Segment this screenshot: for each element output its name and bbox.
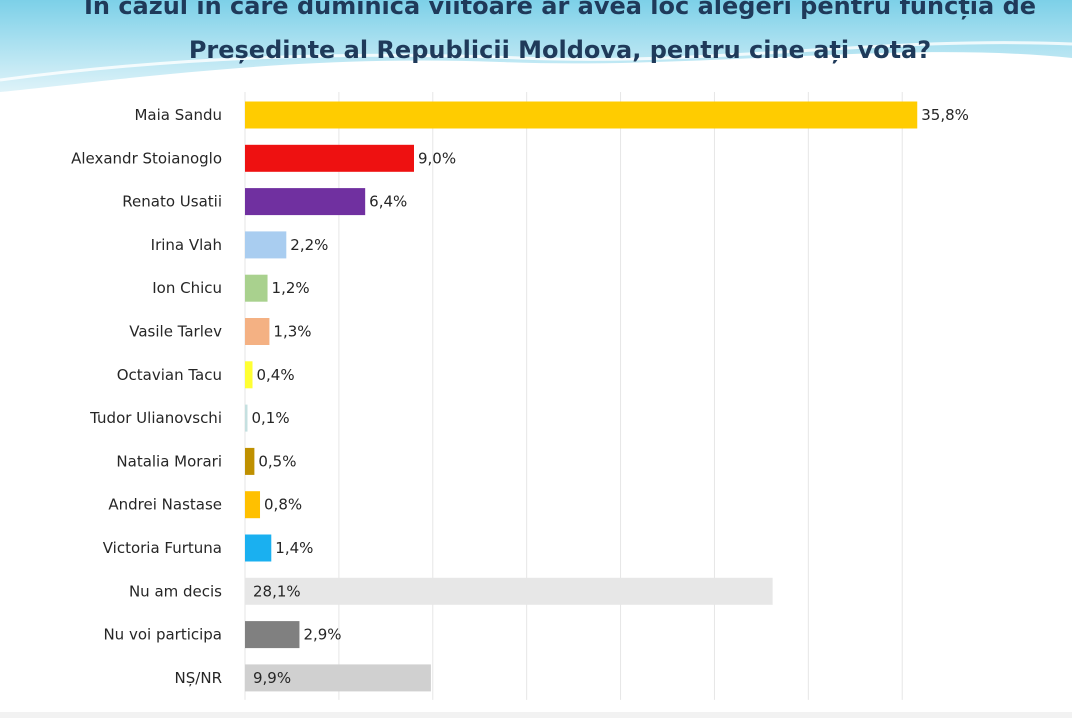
bar — [245, 577, 773, 605]
category-label: Irina Vlah — [151, 236, 222, 254]
category-labels: Maia Sandu Alexandr Stoianoglo Renato Usat… — [71, 106, 222, 687]
bar — [245, 534, 272, 562]
bar — [245, 361, 253, 389]
data-label: 1,2% — [272, 279, 310, 297]
data-label: 0,5% — [258, 452, 296, 470]
bars — [245, 101, 918, 692]
category-label: Natalia Morari — [116, 452, 222, 470]
footer-strip — [0, 712, 1072, 718]
data-label: 0,1% — [252, 409, 290, 427]
bar — [245, 491, 261, 519]
data-label: 9,0% — [418, 149, 456, 167]
bar — [245, 231, 287, 259]
data-label: 2,9% — [303, 626, 341, 644]
value-labels: 35,8% 9,0% 6,4% 2,2% 1,2% 1,3% 0,4% 0,1% 0,5% 0,8… — [252, 106, 969, 687]
bar — [245, 274, 268, 302]
bar — [245, 447, 255, 475]
category-label: Octavian Tacu — [117, 366, 222, 384]
chart-title-line-1: În cazul în care duminica viitoare ar av… — [83, 0, 1037, 20]
data-label: 0,8% — [264, 496, 302, 514]
data-label: 1,4% — [275, 539, 313, 557]
category-label: Nu am decis — [129, 582, 222, 600]
bar — [245, 101, 918, 129]
bar — [245, 404, 248, 432]
data-label: 1,3% — [273, 323, 311, 341]
data-label: 9,9% — [253, 669, 291, 687]
data-label: 0,4% — [257, 366, 295, 384]
header-wave-background — [0, 0, 1072, 92]
bar — [245, 664, 431, 692]
chart-title: În cazul în care duminica viitoare ar av… — [60, 0, 1060, 72]
data-label: 2,2% — [290, 236, 328, 254]
category-label: Andrei Nastase — [108, 496, 222, 514]
bar — [245, 621, 300, 649]
data-label: 6,4% — [369, 193, 407, 211]
bar — [245, 144, 414, 172]
category-label: Maia Sandu — [134, 106, 222, 124]
category-label: Victoria Furtuna — [103, 539, 222, 557]
category-label: Vasile Tarlev — [129, 323, 222, 341]
bar — [245, 318, 270, 345]
data-label: 28,1% — [253, 582, 301, 600]
category-label: Alexandr Stoianoglo — [71, 149, 222, 167]
category-label: Renato Usatii — [122, 193, 222, 211]
grid-lines — [244, 92, 903, 700]
category-label: Ion Chicu — [152, 279, 222, 297]
category-label: Tudor Ulianovschi — [89, 409, 222, 427]
bar — [245, 188, 366, 216]
category-label: Nu voi participa — [103, 626, 222, 644]
chart-title-line-2: Președinte al Republicii Moldova, pentru… — [188, 36, 932, 64]
category-label: NȘ/NR — [175, 669, 222, 687]
data-label: 35,8% — [921, 106, 969, 124]
